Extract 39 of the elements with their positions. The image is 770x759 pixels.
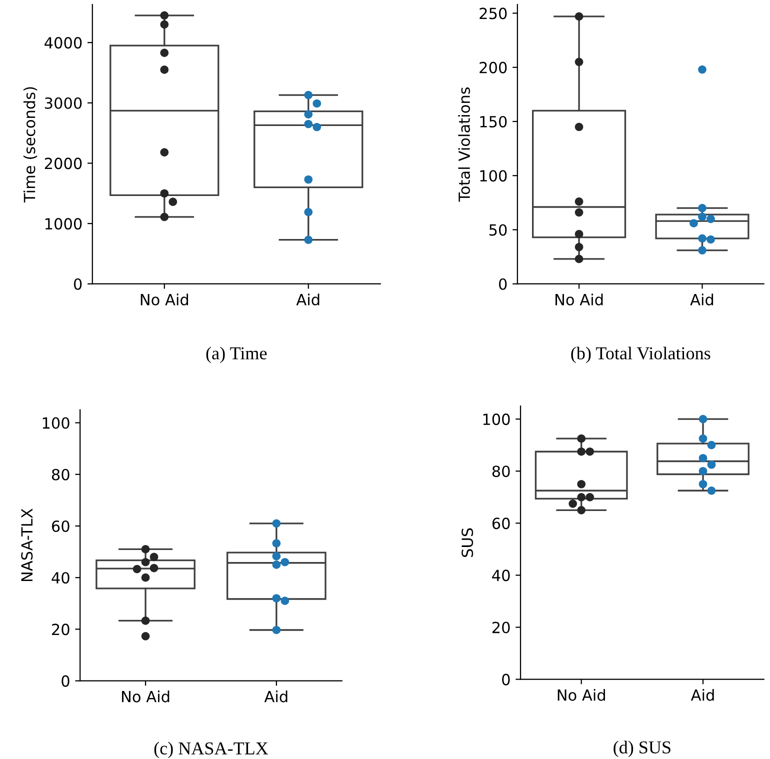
x-tick-label: No Aid bbox=[558, 689, 605, 701]
y-tick-label: 2000 bbox=[44, 158, 82, 170]
y-tick-label: 20 bbox=[52, 624, 70, 636]
text: (b) Total Violations bbox=[571, 346, 710, 364]
y-tick-label: 1000 bbox=[45, 218, 82, 230]
y-tick-label: 80 bbox=[492, 466, 510, 478]
text: (d) SUS bbox=[614, 740, 670, 758]
x-tick-label: No Aid bbox=[122, 690, 170, 702]
text: (c) NASA-TLX bbox=[154, 742, 268, 758]
y-tick-label: 3000 bbox=[44, 97, 82, 109]
y-tick-label: 20 bbox=[492, 622, 510, 634]
y-tick-label: 40 bbox=[492, 570, 510, 582]
x-tick-label: No Aid bbox=[556, 294, 603, 306]
y-tick-label: 100 bbox=[480, 170, 507, 182]
y-axis-title: Time (seconds) bbox=[23, 87, 38, 203]
x-tick-label: Aid bbox=[690, 294, 714, 306]
y-tick-label: 200 bbox=[480, 62, 507, 74]
y-tick-label: 100 bbox=[42, 417, 70, 429]
x-tick-label: Aid bbox=[690, 689, 714, 701]
y-tick-label: 0 bbox=[74, 278, 82, 290]
y-axis-title: Total Violations bbox=[458, 87, 470, 202]
y-tick-label: 80 bbox=[52, 468, 70, 480]
text: (a) Time bbox=[206, 346, 267, 364]
y-tick-label: 4000 bbox=[44, 37, 82, 49]
y-axis-title: SUS bbox=[462, 528, 474, 557]
x-tick-label: Aid bbox=[296, 294, 320, 306]
y-tick-label: 100 bbox=[483, 414, 510, 426]
x-tick-label: Aid bbox=[264, 690, 288, 702]
y-tick-label: 0 bbox=[62, 675, 70, 687]
y-tick-label: 50 bbox=[489, 224, 507, 236]
y-tick-label: 150 bbox=[480, 116, 507, 128]
y-tick-label: 250 bbox=[480, 8, 507, 20]
y-tick-label: 0 bbox=[499, 278, 507, 290]
y-tick-label: 0 bbox=[502, 674, 510, 686]
x-tick-label: No Aid bbox=[140, 294, 188, 306]
y-tick-label: 40 bbox=[52, 572, 70, 584]
y-tick-label: 60 bbox=[52, 520, 70, 532]
y-axis-title: NASA-TLX bbox=[21, 508, 33, 582]
y-tick-label: 60 bbox=[492, 518, 510, 530]
